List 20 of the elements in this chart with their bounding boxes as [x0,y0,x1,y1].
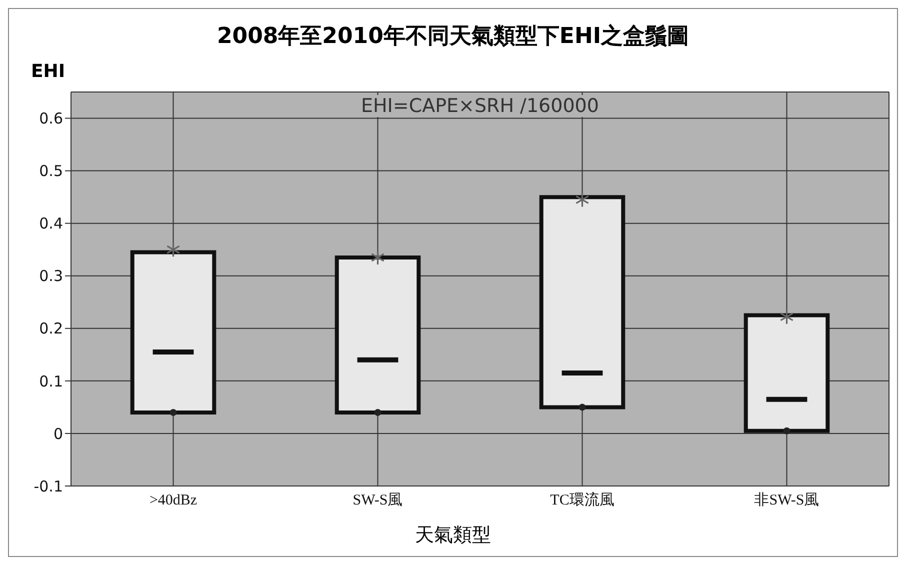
x-tick-label: >40dBz [149,492,198,509]
y-tick-label: 0.4 [39,214,63,233]
y-tick-label: 0.5 [39,162,63,180]
chart-title: 2008年至2010年不同天氣類型下EHI之盒鬚圖 [216,22,690,51]
point [578,404,586,411]
y-tick-label: 0.6 [39,110,63,128]
point [170,408,177,416]
y-tick-label: 0.3 [39,267,63,286]
x-tick-label: SW-S風 [352,492,403,509]
y-tick-label: 0 [53,424,63,443]
point [374,408,382,416]
x-tick-label: TC環流風 [550,492,614,509]
x-tick-label: 非SW-S風 [754,492,820,509]
x-axis-title: 天氣類型 [414,523,492,548]
y-tick-label: -0.1 [34,477,63,496]
y-tick-label: 0.1 [39,372,63,390]
point [783,427,790,434]
annotation: EHI=CAPE×SRH /160000 [357,95,603,117]
y-axis-title: EHI [30,60,66,82]
y-tick-label: 0.2 [39,320,63,338]
